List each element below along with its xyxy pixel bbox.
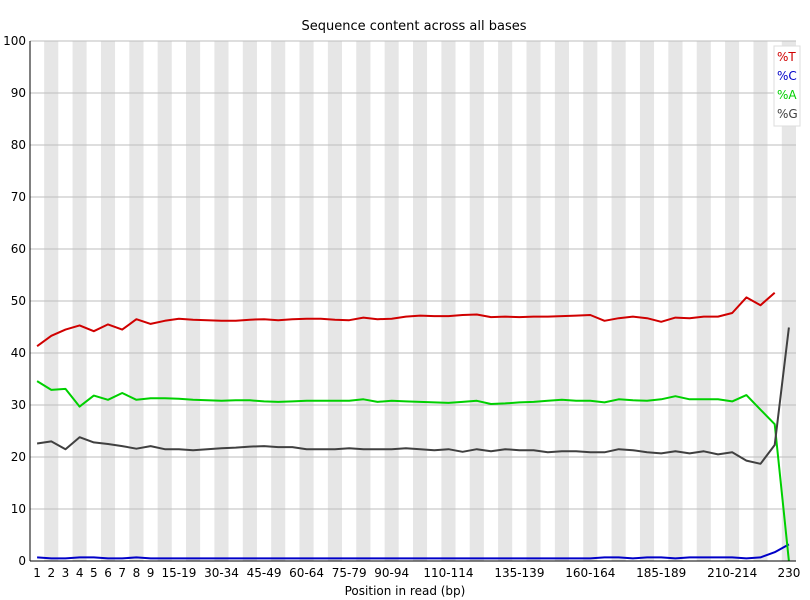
x-tick-label: 15-19 — [162, 566, 197, 580]
y-tick-label: 70 — [11, 190, 26, 204]
series-lines — [36, 291, 790, 562]
y-tick-label: 60 — [11, 242, 26, 256]
series-line-pct-a — [36, 380, 790, 562]
y-tick-label: 100 — [3, 34, 26, 48]
chart-title: Sequence content across all bases — [301, 19, 526, 34]
x-tick-label: 75-79 — [332, 566, 367, 580]
x-tick-label: 110-114 — [423, 566, 473, 580]
x-tick-label: 3 — [62, 566, 70, 580]
y-tick-label: 40 — [11, 346, 26, 360]
x-axis-label: Position in read (bp) — [345, 584, 466, 598]
y-tick-labels: 0 10 20 30 40 50 60 70 80 90 100 — [3, 34, 26, 568]
x-tick-label: 185-189 — [636, 566, 686, 580]
series-line-pct-g — [36, 327, 790, 465]
x-tick-label: 160-164 — [565, 566, 615, 580]
x-tick-label: 135-139 — [494, 566, 544, 580]
x-tick-label: 9 — [147, 566, 155, 580]
series-line-pct-c — [37, 543, 790, 560]
y-tick-label: 10 — [11, 502, 26, 516]
x-tick-label: 230 — [777, 566, 800, 580]
legend-entry: %A — [777, 88, 797, 102]
y-tick-label: 0 — [18, 554, 26, 568]
legend-entry: %T — [777, 50, 796, 64]
x-tick-label: 6 — [104, 566, 112, 580]
x-tick-label: 30-34 — [204, 566, 239, 580]
axes — [29, 41, 796, 562]
legend-entry: %G — [777, 107, 798, 121]
y-tick-label: 30 — [11, 398, 26, 412]
y-tick-label: 80 — [11, 138, 26, 152]
y-tick-label: 20 — [11, 450, 26, 464]
x-tick-label: 8 — [133, 566, 141, 580]
x-tick-label: 1 — [33, 566, 41, 580]
x-tick-label: 90-94 — [374, 566, 409, 580]
x-tick-label: 4 — [76, 566, 84, 580]
x-tick-label: 2 — [47, 566, 55, 580]
series-line-pct-t — [36, 291, 776, 348]
legend-entry: %C — [777, 69, 797, 83]
x-tick-label: 210-214 — [707, 566, 757, 580]
legend-box — [773, 45, 801, 127]
x-tick-labels: 1 2 3 4 5 6 7 8 9 15-19 30-34 45-49 60-64 75-79 90-94 1… — [33, 566, 800, 580]
y-tick-label: 90 — [11, 86, 26, 100]
y-gridlines — [30, 40, 796, 510]
y-tick-label: 50 — [11, 294, 26, 308]
x-tick-label: 45-49 — [247, 566, 282, 580]
x-tick-label: 60-64 — [289, 566, 324, 580]
legend: %T %C %A %G — [773, 45, 801, 127]
x-tick-label: 7 — [118, 566, 126, 580]
x-tick-label: 5 — [90, 566, 98, 580]
